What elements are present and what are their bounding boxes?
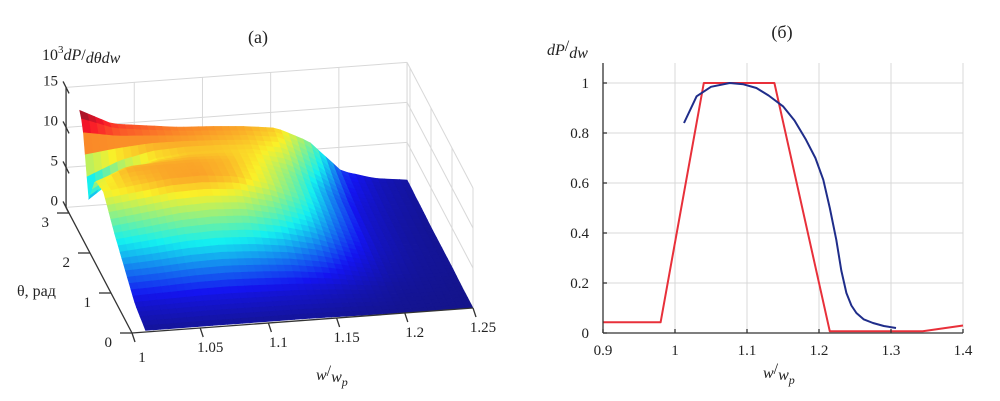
back-wall-gridline: [66, 101, 408, 128]
w-axis-tick: [335, 317, 341, 328]
surface-patch: [84, 153, 95, 178]
surface-patch: [128, 282, 139, 291]
back-wall-gridline: [66, 61, 408, 88]
theta-tick-label: 0: [105, 335, 113, 351]
z-tick-label: 15: [43, 73, 58, 89]
surface-patch: [83, 132, 93, 156]
z-tick-label: 10: [43, 113, 58, 129]
blue-series-line: [683, 82, 897, 329]
z-tick-label: 5: [51, 153, 59, 169]
x-tick-label: 1.2: [810, 343, 829, 359]
side-wall-gridline: [406, 102, 474, 229]
y-tick-label: 0.2: [570, 276, 589, 292]
theta-axis-line: [65, 207, 133, 334]
surface-mesh: [79, 109, 474, 331]
surface-patch: [139, 315, 150, 322]
y-tick-label: 0.4: [570, 226, 589, 242]
line-axes: 0.9 1 1.1 1.2 1.3 1.4 0 0.2 0.4 0.6 0.8 1: [570, 63, 973, 359]
side-wall-gridline: [406, 142, 474, 269]
w-tick-label: 1.25: [470, 320, 496, 336]
theta-axis-label: θ, рад: [17, 283, 56, 300]
red-series-line: [603, 82, 964, 333]
w-axis-tick: [404, 312, 409, 323]
w-tick-label: 1.2: [405, 325, 424, 341]
w-axis-tick: [472, 307, 477, 318]
y-tick-label: 0: [582, 326, 590, 342]
z-axis-label: 103dP/dθdw: [42, 44, 121, 67]
y-axis-label: dP/dw: [547, 38, 588, 62]
w-axis-tick: [199, 327, 204, 338]
x-tick-label: 0.9: [594, 343, 613, 359]
w-tick-label: 1.05: [197, 340, 223, 356]
z-axis-tick: [62, 121, 70, 134]
surface-patch: [132, 294, 143, 303]
w-tick-label: 1: [138, 350, 146, 366]
line-series: [603, 82, 964, 333]
w-axis-line: [131, 307, 474, 334]
theta-tick-label: 1: [84, 295, 92, 311]
theta-tick-label: 3: [42, 215, 50, 231]
theta-tick-label: 2: [63, 255, 71, 271]
w-axis-tick: [267, 322, 273, 333]
surface-patch: [130, 288, 141, 297]
z-axis-tick: [62, 201, 70, 214]
chart-a-title: (a): [248, 27, 268, 48]
w-axis-tick: [131, 332, 136, 343]
x-tick-label: 1.4: [954, 343, 973, 359]
chart-b-title: (б): [771, 22, 792, 43]
x-tick-label: 1: [671, 343, 679, 359]
x-axis-label: w/wp: [763, 361, 795, 387]
w-tick-label: 1.15: [333, 330, 359, 346]
z-axis-tick: [62, 161, 70, 174]
y-tick-label: 0.8: [570, 126, 589, 142]
surface-patch: [123, 263, 134, 272]
w-axis-label: w/wp: [316, 363, 348, 389]
surface-patch: [125, 269, 136, 278]
y-tick-label: 0.6: [570, 176, 589, 192]
surface-patch: [143, 324, 154, 331]
line-chart-b: 0.9 1 1.1 1.2 1.3 1.4 0 0.2 0.4 0.6 0.8 1 (б) dP/dw…: [547, 22, 973, 387]
x-tick-label: 1.1: [738, 343, 757, 359]
surface-patch: [121, 256, 132, 265]
y-tick-label: 1: [582, 76, 590, 92]
side-wall-gridline: [406, 62, 474, 189]
x-tick-label: 1.3: [882, 343, 901, 359]
surface-patch: [126, 275, 137, 284]
line-grid: [602, 63, 964, 334]
z-tick-label: 0: [51, 193, 59, 209]
w-tick-label: 1.1: [269, 335, 288, 351]
z-axis-tick: [62, 81, 70, 94]
